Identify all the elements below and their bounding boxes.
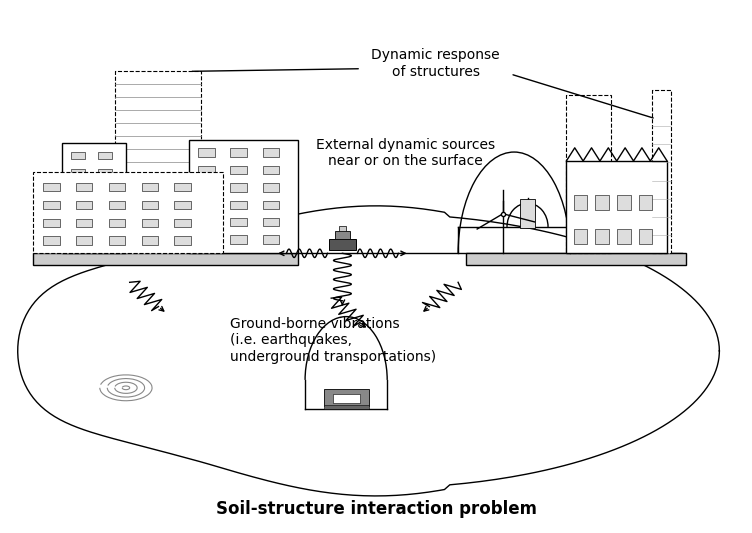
Bar (174, 183, 191, 191)
Bar (99, 203, 112, 210)
Bar (71, 152, 85, 159)
Bar (141, 219, 158, 227)
Bar (262, 148, 279, 157)
Bar (262, 183, 279, 191)
Bar (520, 199, 535, 228)
Bar (76, 200, 92, 209)
Bar (574, 229, 587, 244)
Bar (32, 253, 298, 265)
Bar (76, 237, 92, 245)
Bar (109, 183, 125, 191)
Bar (174, 200, 191, 209)
Bar (329, 239, 356, 250)
Bar (638, 195, 652, 209)
Bar (638, 229, 652, 244)
Bar (338, 227, 346, 231)
Bar (99, 220, 112, 227)
Polygon shape (18, 206, 720, 496)
Bar (99, 186, 112, 193)
Bar (199, 218, 215, 227)
Bar (617, 195, 630, 209)
Bar (262, 236, 279, 244)
Bar (76, 183, 92, 191)
Bar (174, 237, 191, 245)
Bar (190, 140, 298, 253)
Text: Dynamic response
of structures: Dynamic response of structures (371, 49, 500, 78)
Bar (617, 229, 630, 244)
Bar (465, 253, 686, 265)
Bar (43, 237, 59, 245)
Bar (109, 237, 125, 245)
Bar (43, 200, 59, 209)
Bar (199, 148, 215, 157)
Bar (32, 172, 223, 253)
Bar (43, 183, 59, 191)
Bar (230, 148, 247, 157)
Text: Ground-borne vibrations
(i.e. earthquakes,
underground transportations): Ground-borne vibrations (i.e. earthquake… (230, 317, 437, 364)
Bar (230, 200, 247, 209)
Bar (262, 166, 279, 174)
Bar (109, 200, 125, 209)
Bar (230, 183, 247, 191)
Bar (71, 203, 85, 210)
Bar (99, 237, 112, 244)
Bar (141, 200, 158, 209)
Bar (115, 71, 201, 253)
Bar (324, 390, 368, 406)
Bar (199, 183, 215, 191)
Bar (71, 220, 85, 227)
Bar (332, 394, 359, 402)
Bar (109, 219, 125, 227)
Bar (566, 161, 667, 253)
Bar (574, 195, 587, 209)
Bar (262, 218, 279, 227)
Bar (99, 152, 112, 159)
Bar (76, 219, 92, 227)
Bar (62, 142, 126, 253)
Bar (596, 229, 609, 244)
Bar (71, 237, 85, 244)
Bar (141, 237, 158, 245)
Bar (566, 95, 611, 253)
Bar (596, 195, 609, 209)
Bar (335, 231, 350, 239)
Bar (199, 200, 215, 209)
Bar (99, 169, 112, 176)
Bar (324, 405, 368, 409)
Bar (174, 219, 191, 227)
Bar (230, 218, 247, 227)
Text: External dynamic sources
near or on the surface: External dynamic sources near or on the … (317, 138, 496, 168)
Bar (199, 166, 215, 174)
Bar (43, 219, 59, 227)
Bar (141, 183, 158, 191)
Bar (262, 200, 279, 209)
Bar (71, 186, 85, 193)
Bar (230, 236, 247, 244)
Text: Soil-structure interaction problem: Soil-structure interaction problem (216, 500, 536, 518)
Bar (71, 169, 85, 176)
Bar (199, 236, 215, 244)
Bar (652, 90, 671, 253)
Bar (230, 166, 247, 174)
